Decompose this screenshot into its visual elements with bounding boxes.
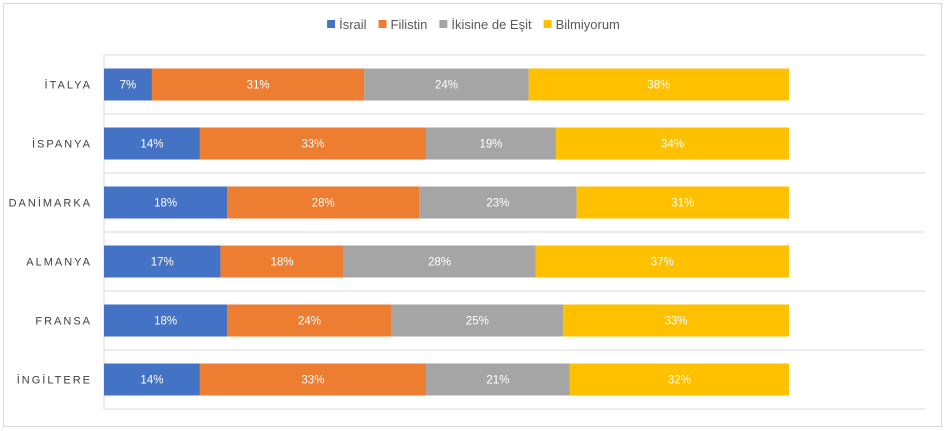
data-label: 14% [140,375,163,387]
bar-segment [104,68,152,101]
category-labels: İTALYA İSPANYA DANİMARKA ALMANYA FRANSA İNGİL… [9,79,92,387]
bar-segment [343,245,536,278]
legend-item: İsrail [327,17,367,32]
bars: 7% 31% 24% 38% 14% 33% 19% 34% 18% 28% 23% 31% 17% 18… [104,68,789,396]
data-label: 17% [151,257,174,269]
data-label: 28% [312,198,335,210]
bar-segment [576,186,789,219]
legend-label: İsrail [339,17,367,32]
legend-label: Filistin [391,17,428,32]
data-label: 33% [664,316,687,328]
bar-segment [227,304,392,337]
category-label: İSPANYA [32,138,92,151]
bar-segment [391,304,563,337]
data-label: 14% [140,139,163,151]
bar-segment [528,68,789,101]
category-label: ALMANYA [26,257,92,269]
bar-segment [104,304,228,337]
bar-segment [104,186,228,219]
data-label: 18% [271,257,294,269]
bar-segment [425,127,557,160]
data-label: 24% [435,80,458,92]
bar-row: 7% 31% 24% 38% [104,68,789,101]
bar-segment [151,68,365,101]
bar-row: 18% 28% 23% 31% [104,186,789,219]
legend-label: Bilmiyorum [556,17,620,32]
bar-segment [419,186,577,219]
legend-item: Filistin [378,17,428,32]
data-label: 37% [651,257,674,269]
bar-row: 18% 24% 25% 33% [104,304,789,337]
data-label: 31% [671,198,694,210]
data-label: 33% [301,139,324,151]
category-label: İTALYA [45,79,92,92]
data-label: 19% [480,139,503,151]
legend-swatch [543,20,552,28]
legend-label: İkisine de Eşit [451,17,532,32]
data-label: 23% [486,198,509,210]
legend-swatch [378,20,387,28]
legend-item: Bilmiyorum [543,17,620,32]
bar-row: 14% 33% 19% 34% [104,127,789,160]
gridlines [103,54,925,410]
data-label: 24% [298,316,321,328]
data-label: 18% [154,316,177,328]
bar-segment [535,245,789,278]
bar-segment [220,245,344,278]
bar-segment [569,363,789,396]
data-label: 18% [154,198,177,210]
legend: İsrail Filistin İkisine de Eşit Bilmiyorum [327,17,620,32]
data-label: 28% [428,257,451,269]
legend-swatch [439,20,448,28]
bar-row: 17% 18% 28% 37% [104,245,789,278]
legend-swatch [327,20,336,28]
legend-item: İkisine de Eşit [439,17,532,32]
category-label: DANİMARKA [9,197,92,210]
category-label: İNGİLTERE [17,374,92,387]
data-label: 33% [301,375,324,387]
data-label: 32% [668,375,691,387]
bar-segment [104,363,200,396]
bar-segment [104,245,221,278]
bar-segment [199,363,426,396]
data-label: 21% [486,375,509,387]
bar-segment [562,304,789,337]
bar-row: 14% 33% 21% 32% [104,363,789,396]
data-label: 34% [661,139,684,151]
data-label: 7% [120,80,137,92]
bar-segment [364,68,529,101]
bar-segment [227,186,420,219]
bar-segment [556,127,789,160]
bar-segment [425,363,570,396]
bar-segment [199,127,426,160]
data-label: 25% [466,316,489,328]
bar-segment [104,127,200,160]
category-label: FRANSA [35,316,92,328]
data-label: 31% [247,80,270,92]
data-label: 38% [647,80,670,92]
